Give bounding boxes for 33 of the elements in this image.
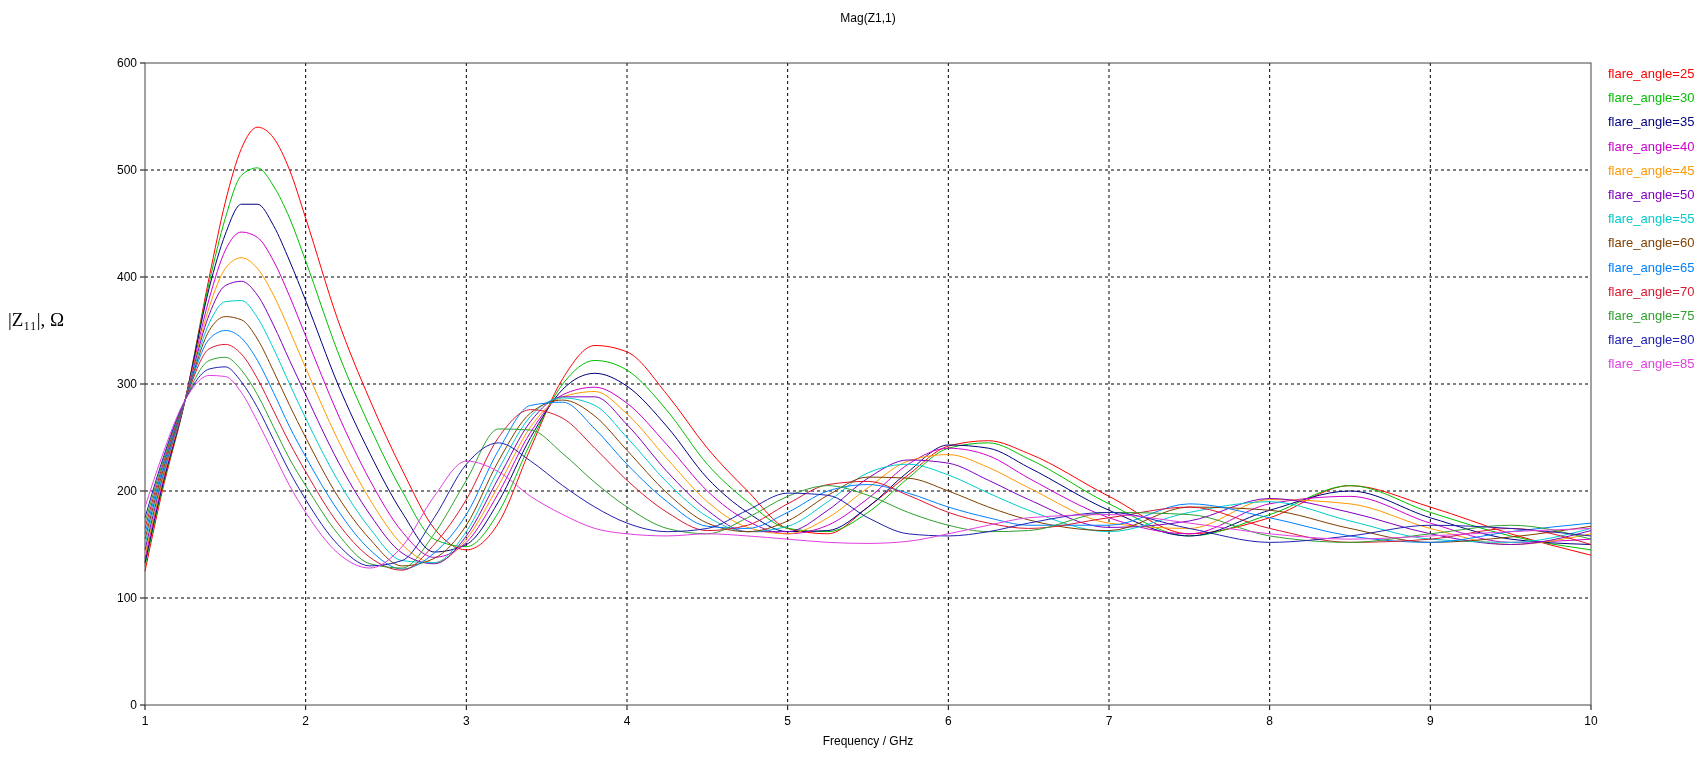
x-tick-label: 5 bbox=[784, 714, 792, 728]
y-tick-label: 0 bbox=[130, 698, 138, 712]
text: flare_angle=70 bbox=[1608, 283, 1695, 299]
y-tick-label: 100 bbox=[116, 591, 138, 605]
x-axis-title: Frequency / GHz bbox=[822, 734, 914, 748]
y-tick-label: 300 bbox=[116, 377, 138, 391]
x-tick-label: 9 bbox=[1426, 714, 1434, 728]
x-tick-label: 4 bbox=[623, 714, 631, 728]
text: flare_angle=35 bbox=[1608, 114, 1695, 130]
y-tick-label: 600 bbox=[116, 56, 138, 70]
x-tick-label: 3 bbox=[462, 714, 470, 728]
x-tick-label: 8 bbox=[1266, 714, 1274, 728]
x-tick-label: 7 bbox=[1105, 714, 1113, 728]
text: flare_angle=45 bbox=[1608, 162, 1695, 178]
x-tick-label: 6 bbox=[944, 714, 952, 728]
y-axis-title: |Z₁₁|, Ω bbox=[8, 308, 65, 330]
text: flare_angle=85 bbox=[1608, 356, 1695, 372]
y-tick-label: 200 bbox=[116, 484, 138, 498]
text: flare_angle=30 bbox=[1608, 90, 1695, 106]
x-tick-label: 10 bbox=[1584, 714, 1598, 728]
y-tick-label: 400 bbox=[116, 270, 138, 284]
text: flare_angle=50 bbox=[1608, 187, 1695, 202]
text: flare_angle=40 bbox=[1608, 138, 1695, 154]
text: flare_angle=25 bbox=[1608, 66, 1695, 81]
text: flare_angle=60 bbox=[1608, 235, 1695, 251]
text: flare_angle=65 bbox=[1608, 259, 1695, 275]
text: flare_angle=75 bbox=[1608, 308, 1695, 323]
x-tick-label: 1 bbox=[141, 714, 149, 728]
x-tick-label: 2 bbox=[302, 714, 310, 728]
text: flare_angle=55 bbox=[1608, 211, 1695, 227]
text: flare_angle=80 bbox=[1608, 332, 1695, 348]
y-tick-label: 500 bbox=[116, 163, 138, 177]
chart-title: Mag(Z1,1) bbox=[840, 11, 896, 25]
